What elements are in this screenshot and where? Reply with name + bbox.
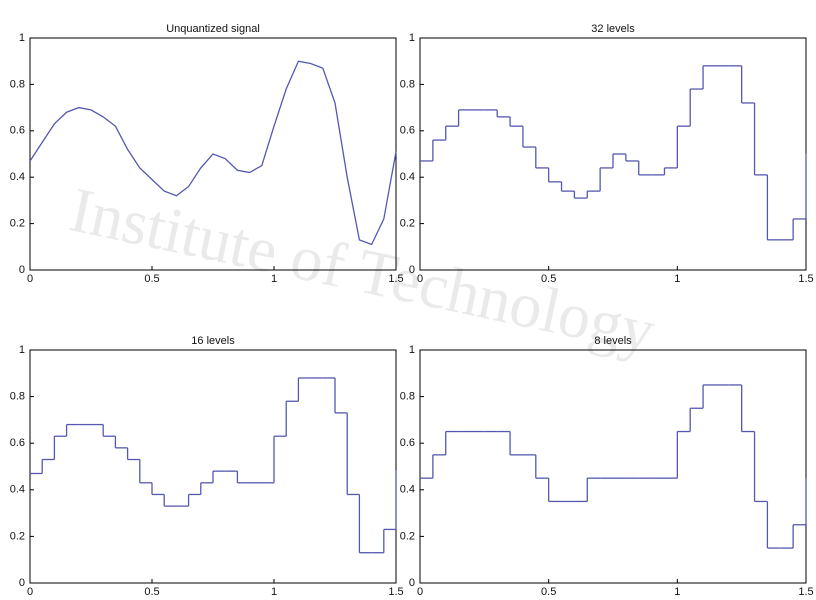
x-tick-label: 1 (674, 273, 680, 285)
subplot-title: 8 levels (594, 335, 632, 347)
x-tick-label: 0 (27, 586, 33, 598)
y-tick-label: 0.8 (10, 78, 25, 90)
y-tick-label: 1 (409, 32, 415, 44)
x-tick-label: 0.5 (144, 586, 159, 598)
y-tick-label: 0 (409, 577, 415, 589)
y-tick-label: 1 (19, 32, 25, 44)
subplot-title: 32 levels (591, 23, 635, 35)
axes-frame (29, 349, 397, 584)
y-tick-label: 0.2 (400, 218, 415, 230)
y-tick-label: 0 (19, 264, 25, 276)
y-tick-label: 0.6 (10, 437, 25, 449)
axes-frame (419, 349, 807, 584)
x-tick-label: 1 (271, 586, 277, 598)
y-tick-label: 0.8 (400, 78, 415, 90)
subplot-title: Unquantized signal (166, 23, 260, 35)
y-tick-label: 0.4 (10, 484, 25, 496)
signal-line (29, 60, 397, 246)
x-tick-label: 0 (417, 586, 423, 598)
x-tick-label: 0.5 (144, 273, 159, 285)
y-tick-label: 1 (409, 344, 415, 356)
y-tick-label: 0.8 (400, 391, 415, 403)
y-tick-label: 0.6 (10, 125, 25, 137)
subplot-title: 16 levels (191, 335, 235, 347)
x-tick-label: 0 (417, 273, 423, 285)
y-tick-label: 0 (19, 577, 25, 589)
y-tick-label: 0.4 (10, 171, 25, 183)
x-tick-label: 1.5 (388, 586, 403, 598)
y-tick-label: 0.2 (10, 218, 25, 230)
y-tick-label: 0 (409, 264, 415, 276)
y-tick-label: 0.8 (10, 391, 25, 403)
x-tick-label: 1.5 (798, 273, 813, 285)
x-tick-label: 1 (674, 586, 680, 598)
x-tick-label: 0.5 (541, 586, 556, 598)
x-tick-label: 1 (271, 273, 277, 285)
y-tick-label: 0.2 (400, 530, 415, 542)
y-tick-label: 0.4 (400, 484, 415, 496)
y-tick-label: 0.4 (400, 171, 415, 183)
y-tick-label: 1 (19, 344, 25, 356)
y-tick-label: 0.6 (400, 125, 415, 137)
x-tick-label: 0 (27, 273, 33, 285)
x-tick-label: 1.5 (388, 273, 403, 285)
x-tick-label: 0.5 (541, 273, 556, 285)
y-tick-label: 0.2 (10, 530, 25, 542)
x-tick-label: 1.5 (798, 586, 813, 598)
y-tick-label: 0.6 (400, 437, 415, 449)
